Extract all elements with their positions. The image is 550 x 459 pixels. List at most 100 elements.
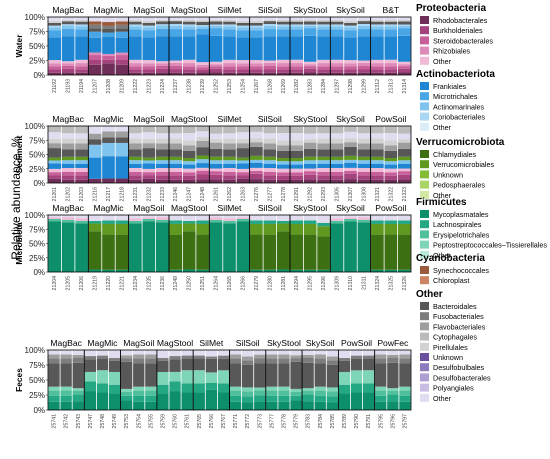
bar-segment (236, 168, 250, 173)
bar-segment (371, 168, 384, 172)
bar-segment (142, 138, 156, 144)
group-label: MagMic (93, 5, 124, 15)
bar-segment (102, 59, 115, 64)
bar-segment (290, 66, 304, 70)
bar-segment (61, 72, 75, 75)
x-tick-label: 21216 (93, 187, 99, 202)
bar-segment (397, 179, 411, 183)
bar-segment (102, 215, 115, 221)
bar-segment (196, 220, 209, 224)
bar-segment (182, 150, 196, 159)
bar-segment (102, 137, 115, 143)
bar-segment (142, 160, 156, 164)
bar-segment (169, 138, 183, 144)
bar-segment (75, 171, 88, 176)
bar-segment (129, 156, 142, 161)
bar-segment (357, 133, 371, 139)
bar-segment (169, 269, 183, 272)
bar-segment (155, 219, 169, 223)
legend-swatch (420, 170, 429, 179)
x-tick-label: 25789 (342, 414, 348, 429)
bar-segment (236, 148, 250, 158)
bar-segment (182, 19, 196, 22)
bar-segment (155, 138, 169, 144)
bar-segment (290, 395, 302, 401)
bar-segment (223, 171, 236, 176)
y-tick-label: 25% (29, 391, 45, 400)
bar-segment (169, 163, 183, 169)
bar-segment (242, 402, 254, 410)
bar-segment (121, 391, 133, 396)
bar-segment (266, 363, 278, 387)
bar-segment (344, 22, 357, 26)
x-tick-label: 25777 (269, 414, 275, 429)
bar-segment (182, 179, 196, 183)
bar-segment (330, 19, 344, 22)
bar-segment (236, 172, 250, 176)
bar-segment (236, 66, 250, 70)
bar-segment (317, 126, 330, 134)
bar-segment (88, 178, 102, 183)
bar-segment (145, 354, 157, 359)
bar-segment (102, 126, 115, 132)
bar-segment (303, 163, 317, 169)
bar-segment (209, 148, 223, 157)
bar-segment (142, 215, 156, 218)
bar-segment (169, 215, 183, 221)
bar-segment (330, 143, 344, 150)
legend-block-other: Other BacteroidalesFusobacterialesFlavoba… (416, 289, 491, 403)
legend-swatch (420, 322, 429, 331)
bar-segment (169, 17, 183, 20)
bar-segment (182, 72, 196, 75)
y-tick-label: 25% (29, 165, 45, 174)
group-label: SkyStool (293, 5, 327, 15)
x-tick-label: 21297 (335, 79, 341, 94)
bar-segment (72, 350, 84, 355)
bar-segment (75, 29, 88, 37)
bar-segment (250, 126, 263, 132)
bar-segment (236, 217, 250, 219)
bar-segment (344, 221, 357, 272)
legend-swatch (420, 210, 429, 218)
bar-segment (169, 220, 183, 224)
bar-segment (250, 131, 263, 139)
bar-segment (142, 172, 156, 176)
bar-segment (236, 22, 250, 26)
bar-segment (314, 350, 326, 355)
bar-segment (303, 215, 317, 221)
bar-segment (217, 358, 230, 371)
legend-swatch (420, 332, 429, 341)
bar-segment (75, 24, 88, 27)
x-tick-label: 25796 (390, 414, 396, 429)
bar-segment (357, 138, 371, 144)
legend-swatch (420, 230, 429, 239)
bar-segment (344, 217, 357, 219)
legend-item-label: Other (433, 57, 452, 66)
panel-feces: 0% 25% 50% 75% 100% Feces MagBac 25741 25742 2574… (14, 338, 412, 429)
bar-segment (242, 387, 254, 392)
bar-segment (61, 138, 75, 144)
bar-segment (236, 175, 250, 179)
bar-segment (196, 215, 209, 221)
bar-segment (290, 140, 304, 146)
bar-segment (250, 173, 263, 180)
bar-segment (344, 126, 357, 132)
bar-segment (157, 393, 169, 410)
bar-segment (397, 126, 411, 134)
bar-segment (290, 133, 304, 141)
bar-segment (88, 215, 102, 221)
legend-swatch (420, 102, 429, 111)
panels: 0% 25% 50% 75% 100% Water MagBac 21192 21193 2119… (14, 5, 412, 429)
x-tick-label: 21204 (52, 276, 58, 291)
bar-segment (363, 355, 375, 359)
bar-segment (344, 131, 357, 139)
bar-segment (290, 145, 304, 151)
bar-segment (254, 350, 266, 355)
bar-segment (48, 126, 62, 133)
x-tick-label: 25741 (52, 414, 58, 429)
bar-segment (155, 143, 169, 150)
bar-segment (223, 220, 236, 224)
x-tick-label: 21268 (267, 79, 273, 94)
bar-segment (115, 21, 129, 25)
bar-segment (290, 269, 304, 272)
